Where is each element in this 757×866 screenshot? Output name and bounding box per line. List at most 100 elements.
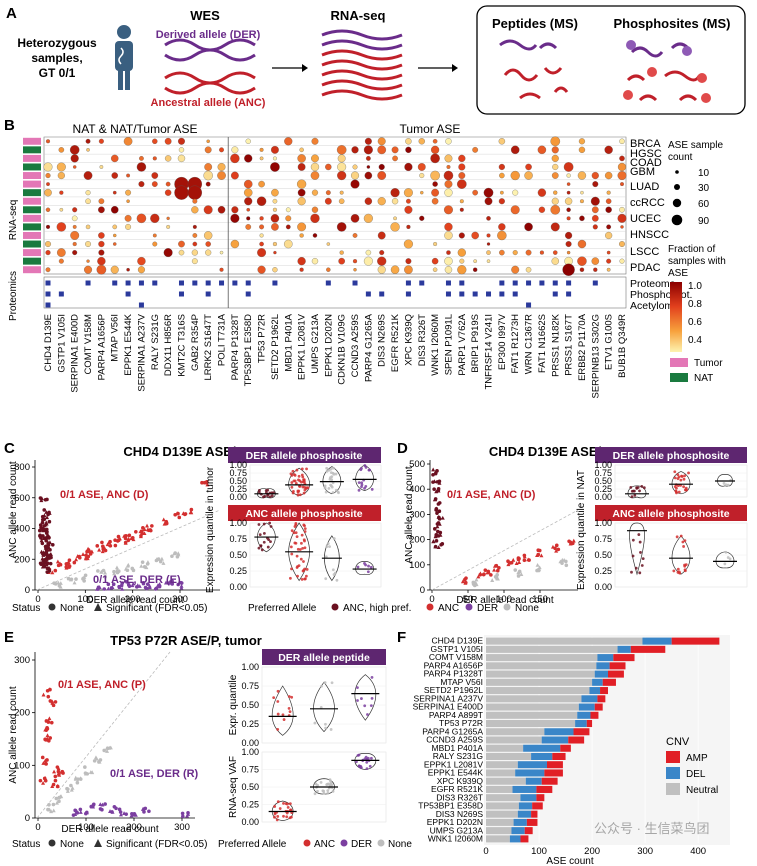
- violin-point: [300, 473, 304, 477]
- proteomics-marker: [552, 291, 558, 297]
- heatmap-dot: [58, 258, 64, 264]
- heatmap-dot: [152, 241, 158, 247]
- scatter-point: [437, 515, 441, 520]
- scatter-point: [170, 579, 174, 584]
- heatmap-dot: [498, 138, 506, 145]
- heatmap-dot: [510, 170, 520, 181]
- scatter-point: [431, 539, 436, 543]
- proteomics-marker: [512, 291, 518, 297]
- f-bar-neutral: [486, 670, 595, 678]
- violin-shape: [288, 522, 310, 582]
- heatmap-dot: [164, 189, 172, 196]
- heatmap-dot: [98, 198, 105, 205]
- scatter-point: [47, 738, 51, 743]
- heterozygous-line2: samples,: [31, 51, 82, 65]
- scatter-point: [535, 553, 540, 558]
- scatter-point: [56, 769, 61, 774]
- f-category-label: COMT V158M: [429, 652, 483, 662]
- heatmap-dot: [56, 222, 67, 232]
- heatmap-dot: [245, 138, 251, 144]
- violin-tick-label: 0.50: [241, 700, 259, 710]
- f-xlabel: ASE count: [546, 856, 593, 866]
- heatmap-dot: [98, 232, 105, 239]
- scatter-point: [49, 555, 53, 560]
- heatmap-dot: [85, 224, 91, 230]
- heatmap-dot: [191, 249, 198, 256]
- heatmap-dot: [605, 198, 612, 204]
- scatter-point: [41, 536, 46, 541]
- y-tick-label: 0: [25, 813, 30, 824]
- f-xtick-label: 300: [637, 846, 653, 857]
- violin-point: [324, 577, 328, 581]
- scatter-point: [125, 568, 130, 573]
- c-der-header: [228, 447, 381, 463]
- heatmap-dot: [297, 163, 306, 171]
- f-bar-del: [597, 654, 614, 662]
- heatmap-dot: [45, 207, 51, 212]
- scatter-point: [86, 554, 91, 559]
- violin-point: [269, 540, 272, 544]
- heatmap-dot: [59, 207, 64, 212]
- sample-type-bar: [23, 231, 41, 239]
- scatter-point: [150, 524, 154, 528]
- violin-point: [293, 473, 297, 477]
- d-violins: 0.000.250.500.751.000.000.250.500.751.00: [594, 460, 748, 592]
- scatter-point: [105, 745, 110, 750]
- f-bar-neutral: [486, 835, 510, 843]
- f-category-label: EPPK1 L2081V: [424, 759, 483, 769]
- violin-point: [303, 577, 307, 581]
- scatter-point: [102, 546, 107, 551]
- heatmap-dot: [563, 162, 574, 172]
- x-tick-label: 150: [532, 594, 548, 605]
- scatter-point: [42, 524, 47, 528]
- heatmap-dot: [299, 147, 304, 153]
- violin-point: [357, 481, 361, 485]
- violin-point: [638, 489, 641, 493]
- proteomics-marker: [592, 280, 598, 286]
- arrow-icon: [272, 64, 308, 72]
- heatmap-dot: [137, 256, 146, 266]
- scatter-point: [40, 755, 45, 760]
- heatmap-dot: [405, 146, 412, 153]
- heatmap-dot: [70, 154, 79, 163]
- heatmap-dot: [166, 224, 171, 229]
- violin-point: [331, 568, 335, 572]
- heatmap-dot: [537, 145, 547, 155]
- heatmap-dot: [284, 137, 293, 146]
- e-pref-anc: ANC: [314, 839, 335, 850]
- heatmap-dot: [486, 216, 491, 221]
- scatter-point: [48, 699, 53, 703]
- violin-point: [313, 792, 317, 796]
- violin-point: [302, 538, 306, 542]
- scatter-point: [114, 565, 119, 570]
- heatmap-dot: [86, 259, 90, 263]
- proteomics-marker: [352, 280, 358, 286]
- scatter-point: [47, 535, 51, 540]
- heatmap-dot: [432, 138, 438, 144]
- scatter-point: [39, 536, 43, 540]
- heatmap-dot: [219, 250, 224, 255]
- f-bar-del: [592, 678, 603, 686]
- scatter-point: [139, 564, 144, 568]
- heterozygous-line3: GT 0/1: [39, 66, 76, 80]
- y-tick-label: 500: [409, 459, 425, 470]
- heatmap-dot: [219, 147, 224, 153]
- violin-point: [357, 488, 361, 492]
- panel-d-ylabel: ANC allele read count: [404, 466, 415, 563]
- violin-point: [302, 491, 306, 495]
- heatmap-dot: [352, 233, 358, 238]
- f-legend-amp-swatch: [666, 751, 680, 763]
- side-rnaseq: RNA-seq: [8, 200, 19, 241]
- x-tick-label: 200: [126, 822, 142, 833]
- scatter-point: [45, 515, 50, 520]
- heatmap-dot: [446, 164, 451, 169]
- violin-shape: [671, 471, 691, 495]
- heatmap-dot: [619, 258, 625, 264]
- violin-point: [291, 491, 295, 495]
- scatter-point: [50, 784, 55, 788]
- heatmap-dot: [353, 268, 357, 272]
- scatter-point: [476, 574, 481, 579]
- heatmap-dot: [192, 224, 197, 229]
- heatmap-dot: [96, 264, 107, 275]
- gene-label: XPC K939Q: [403, 314, 414, 366]
